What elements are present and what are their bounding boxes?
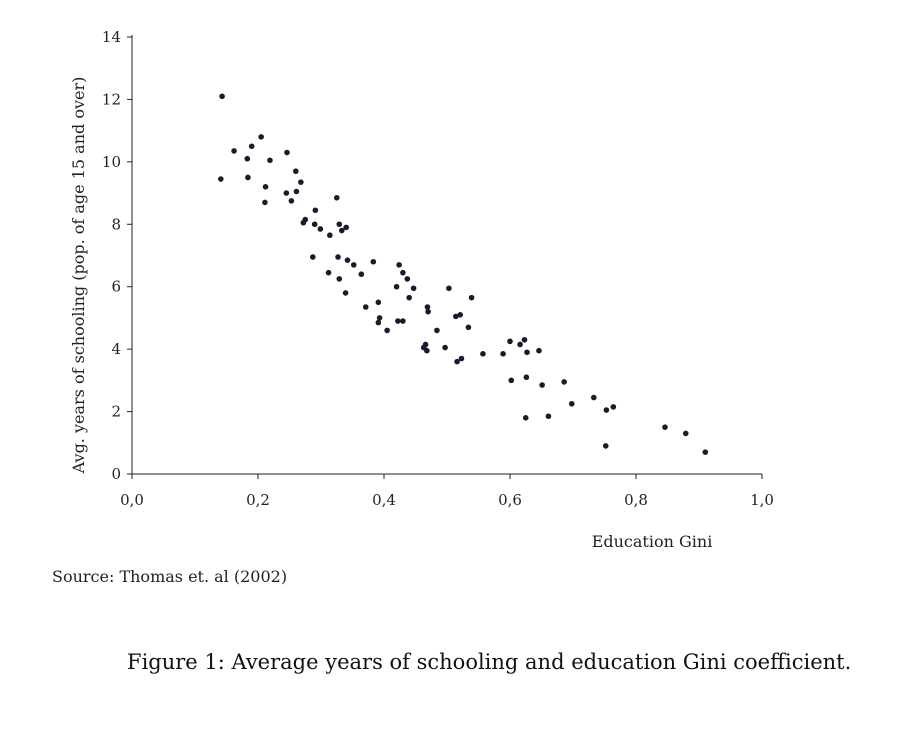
data-point <box>288 198 295 204</box>
source-note: Source: Thomas et. al (2002) <box>52 567 288 586</box>
data-point <box>500 351 506 357</box>
y-tick-label: 10 <box>102 153 121 171</box>
data-point <box>561 379 567 385</box>
data-point <box>336 276 343 282</box>
data-point <box>336 221 343 228</box>
data-point <box>219 93 225 100</box>
data-point <box>317 226 324 232</box>
data-point <box>342 290 349 296</box>
y-tick-label: 2 <box>111 403 121 421</box>
x-tick-label: 0,0 <box>120 491 144 509</box>
data-point <box>262 199 268 206</box>
data-point <box>465 324 472 331</box>
x-tick-label: 0,6 <box>498 491 522 509</box>
data-point <box>424 304 431 310</box>
x-tick-label: 1,0 <box>750 491 774 509</box>
data-point <box>384 327 390 334</box>
x-axis-title: Education Gini <box>592 532 713 551</box>
data-point <box>310 254 316 260</box>
data-point <box>325 269 332 276</box>
data-point <box>395 318 401 324</box>
data-point <box>293 188 300 195</box>
data-point <box>344 257 351 263</box>
x-tick-label: 0,4 <box>372 491 396 509</box>
x-tick-label: 0,2 <box>246 491 270 509</box>
data-point <box>603 407 610 413</box>
data-point <box>283 190 290 196</box>
scatter-chart: 0 2 4 6 8 10 12 14 0,0 0,2 0,4 0,6 0,8 1,0 Avg. year… <box>69 28 774 551</box>
data-point <box>539 382 545 388</box>
data-point <box>231 148 237 154</box>
data-point <box>267 157 273 164</box>
data-point <box>400 269 406 276</box>
data-point <box>521 336 528 343</box>
data-point <box>446 285 452 292</box>
data-point <box>410 285 417 292</box>
data-point <box>536 347 542 354</box>
data-point <box>362 304 369 310</box>
data-point <box>424 347 430 354</box>
data-point <box>262 184 269 190</box>
data-point <box>350 262 357 268</box>
data-point <box>610 404 617 410</box>
data-point <box>434 327 440 334</box>
data-point <box>404 276 411 282</box>
x-tick-label: 0,8 <box>624 491 648 509</box>
data-point <box>425 308 431 315</box>
y-tick-label: 0 <box>111 465 121 483</box>
y-axis-title: Avg. years of schooling (pop. of age 15 … <box>69 77 88 475</box>
data-point <box>568 400 575 407</box>
figure-caption: Figure 1: Average years of schooling and… <box>127 650 852 674</box>
data-point <box>312 207 319 214</box>
data-point <box>396 262 402 268</box>
data-point <box>298 179 304 185</box>
data-point <box>524 349 530 356</box>
data-point <box>244 155 251 162</box>
data-point <box>507 338 513 345</box>
data-point <box>358 271 365 278</box>
data-point <box>517 341 523 348</box>
data-point <box>454 358 460 365</box>
data-point <box>480 351 486 357</box>
data-point <box>602 443 609 449</box>
data-point <box>245 174 251 181</box>
data-point <box>375 319 382 326</box>
data-point <box>338 227 345 234</box>
data-point <box>393 283 400 290</box>
data-point <box>522 415 529 421</box>
data-point <box>284 149 290 156</box>
data-point <box>458 355 465 362</box>
data-point <box>370 258 377 265</box>
data-point <box>523 374 530 381</box>
data-point <box>406 294 413 301</box>
data-point <box>376 315 383 321</box>
y-tick-label: 14 <box>102 28 121 46</box>
data-point <box>258 134 264 140</box>
data-point <box>453 313 459 320</box>
y-tick-label: 6 <box>111 278 121 296</box>
data-point <box>682 430 689 437</box>
data-point <box>335 254 341 260</box>
data-point <box>333 194 340 201</box>
data-point <box>508 377 515 384</box>
data-point <box>218 176 224 182</box>
data-point <box>468 294 475 301</box>
data-point <box>343 224 350 231</box>
data-point <box>457 312 464 318</box>
data-point <box>400 318 406 324</box>
data-point <box>442 344 448 351</box>
y-tick-label: 4 <box>111 340 121 358</box>
data-point <box>302 216 309 223</box>
data-point <box>702 449 709 455</box>
data-point <box>375 299 382 306</box>
data-point <box>327 232 333 239</box>
y-tick-label: 12 <box>102 90 121 108</box>
data-point <box>590 394 597 401</box>
data-point <box>311 221 318 228</box>
y-tick-label: 8 <box>111 215 121 233</box>
data-point <box>545 413 552 420</box>
data-point <box>248 143 255 150</box>
data-point <box>293 168 299 175</box>
data-point <box>662 424 668 430</box>
